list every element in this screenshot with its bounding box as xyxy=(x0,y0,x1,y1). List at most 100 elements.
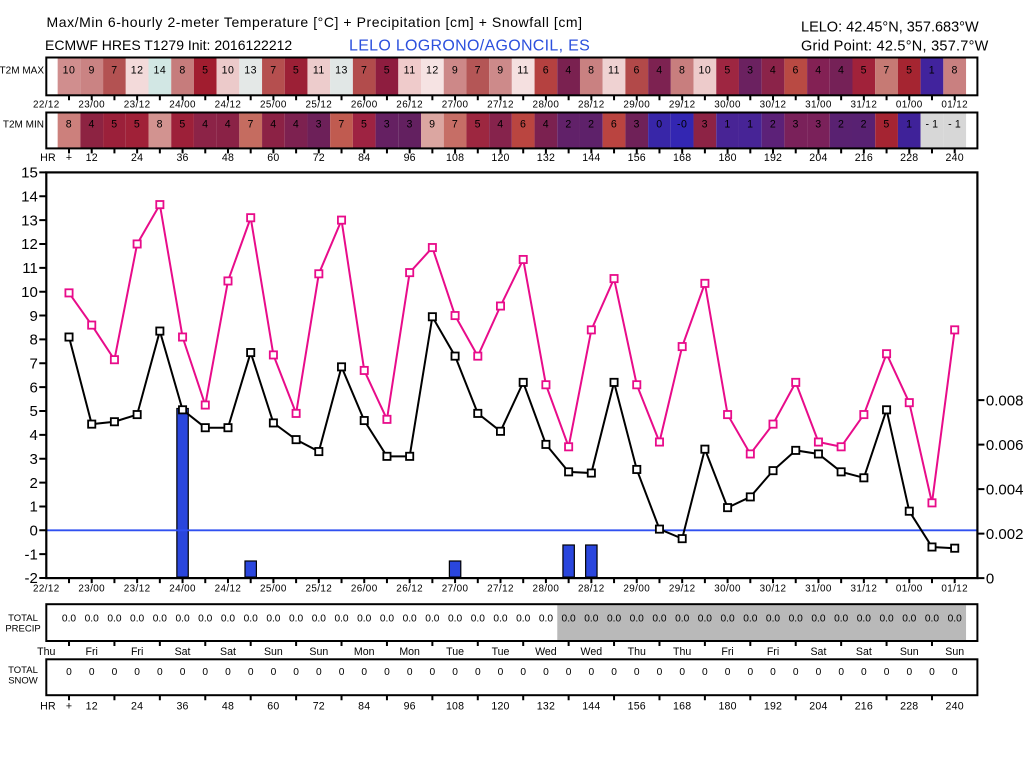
svg-text:12: 12 xyxy=(86,701,98,713)
svg-text:Mon: Mon xyxy=(399,646,420,658)
svg-text:132: 132 xyxy=(537,152,555,164)
svg-text:0: 0 xyxy=(543,667,549,678)
svg-text:0: 0 xyxy=(793,667,799,678)
svg-text:24: 24 xyxy=(131,701,143,713)
svg-text:0.0: 0.0 xyxy=(789,613,803,624)
svg-text:0: 0 xyxy=(679,667,685,678)
svg-text:0.0: 0.0 xyxy=(153,613,167,624)
svg-text:168: 168 xyxy=(673,152,691,164)
svg-text:Grid Point: 42.5°N, 357.7°W: Grid Point: 42.5°N, 357.7°W xyxy=(801,39,989,55)
svg-text:48: 48 xyxy=(222,152,234,164)
svg-text:0.0: 0.0 xyxy=(834,613,848,624)
svg-text:13: 13 xyxy=(21,212,38,229)
svg-text:9: 9 xyxy=(429,118,435,130)
svg-text:60: 60 xyxy=(267,152,279,164)
svg-text:4: 4 xyxy=(202,118,208,130)
svg-text:7: 7 xyxy=(361,64,367,76)
svg-text:0.0: 0.0 xyxy=(403,613,417,624)
svg-text:Sun: Sun xyxy=(900,646,919,658)
svg-text:5: 5 xyxy=(883,118,889,130)
svg-text:48: 48 xyxy=(222,701,234,713)
svg-text:0: 0 xyxy=(702,667,708,678)
svg-text:0: 0 xyxy=(475,667,481,678)
svg-text:Wed: Wed xyxy=(581,646,603,658)
svg-text:0.0: 0.0 xyxy=(766,613,780,624)
svg-text:7: 7 xyxy=(29,355,37,372)
svg-text:01/12: 01/12 xyxy=(941,584,968,595)
svg-text:1: 1 xyxy=(724,118,730,130)
svg-text:1: 1 xyxy=(747,118,753,130)
svg-text:23/12: 23/12 xyxy=(124,99,151,110)
svg-text:12: 12 xyxy=(426,64,439,76)
svg-text:24: 24 xyxy=(131,152,143,164)
svg-text:180: 180 xyxy=(718,701,736,713)
svg-text:0: 0 xyxy=(180,667,186,678)
svg-text:26/12: 26/12 xyxy=(396,584,423,595)
svg-text:LELO LOGRONO/AGONCIL, ES: LELO LOGRONO/AGONCIL, ES xyxy=(349,38,590,55)
svg-text:5: 5 xyxy=(293,64,299,76)
svg-text:8: 8 xyxy=(29,332,37,349)
svg-text:156: 156 xyxy=(628,701,646,713)
svg-text:7: 7 xyxy=(338,118,344,130)
svg-text:7: 7 xyxy=(247,118,253,130)
svg-text:72: 72 xyxy=(313,701,325,713)
svg-text:22/12: 22/12 xyxy=(33,584,60,595)
svg-text:0: 0 xyxy=(634,667,640,678)
svg-text:0: 0 xyxy=(838,667,844,678)
svg-text:25/12: 25/12 xyxy=(305,99,332,110)
svg-text:0.0: 0.0 xyxy=(266,613,280,624)
svg-text:Sat: Sat xyxy=(810,646,826,658)
svg-text:11: 11 xyxy=(517,64,529,76)
svg-text:1: 1 xyxy=(29,499,37,516)
svg-text:5: 5 xyxy=(111,118,117,130)
svg-text:5: 5 xyxy=(906,64,912,76)
svg-text:3: 3 xyxy=(815,118,821,130)
svg-text:8: 8 xyxy=(66,118,72,130)
svg-text:0.0: 0.0 xyxy=(562,613,576,624)
svg-text:7: 7 xyxy=(270,64,276,76)
svg-text:0.0: 0.0 xyxy=(607,613,621,624)
svg-text:T2M MAX: T2M MAX xyxy=(0,65,44,76)
svg-text:TOTAL: TOTAL xyxy=(8,613,38,624)
svg-text:0.0: 0.0 xyxy=(743,613,757,624)
svg-text:24/12: 24/12 xyxy=(215,584,242,595)
svg-text:LELO: 42.45°N, 357.683°W: LELO: 42.45°N, 357.683°W xyxy=(801,20,979,36)
svg-text:4: 4 xyxy=(270,118,276,130)
svg-text:Wed: Wed xyxy=(535,646,557,658)
svg-text:0: 0 xyxy=(770,667,776,678)
svg-text:0: 0 xyxy=(747,667,753,678)
svg-text:10: 10 xyxy=(21,284,38,301)
svg-text:6: 6 xyxy=(611,118,617,130)
svg-text:9: 9 xyxy=(89,64,95,76)
svg-text:5: 5 xyxy=(202,64,208,76)
svg-text:30/12: 30/12 xyxy=(760,584,787,595)
svg-text:0: 0 xyxy=(725,667,731,678)
svg-text:36: 36 xyxy=(176,152,188,164)
svg-text:4: 4 xyxy=(770,64,776,76)
svg-text:168: 168 xyxy=(673,701,691,713)
svg-text:0: 0 xyxy=(884,667,890,678)
svg-text:15: 15 xyxy=(21,165,38,182)
svg-text:11: 11 xyxy=(404,64,416,76)
svg-text:0: 0 xyxy=(611,667,617,678)
svg-text:0: 0 xyxy=(861,667,867,678)
svg-text:0: 0 xyxy=(498,667,504,678)
svg-text:9: 9 xyxy=(497,64,503,76)
svg-text:0.0: 0.0 xyxy=(130,613,144,624)
svg-text:0.0: 0.0 xyxy=(62,613,76,624)
svg-text:0: 0 xyxy=(407,667,413,678)
svg-text:8: 8 xyxy=(179,64,185,76)
svg-text:8: 8 xyxy=(588,64,594,76)
svg-text:2: 2 xyxy=(861,118,867,130)
svg-text:108: 108 xyxy=(446,701,464,713)
svg-text:0.0: 0.0 xyxy=(675,613,689,624)
svg-text:4: 4 xyxy=(656,64,662,76)
svg-text:0: 0 xyxy=(112,667,118,678)
svg-text:0.0: 0.0 xyxy=(85,613,99,624)
svg-text:0.0: 0.0 xyxy=(198,613,212,624)
svg-text:30/00: 30/00 xyxy=(714,584,741,595)
svg-text:0: 0 xyxy=(929,667,935,678)
svg-text:120: 120 xyxy=(491,701,509,713)
svg-text:Fri: Fri xyxy=(131,646,143,658)
svg-text:192: 192 xyxy=(764,152,782,164)
